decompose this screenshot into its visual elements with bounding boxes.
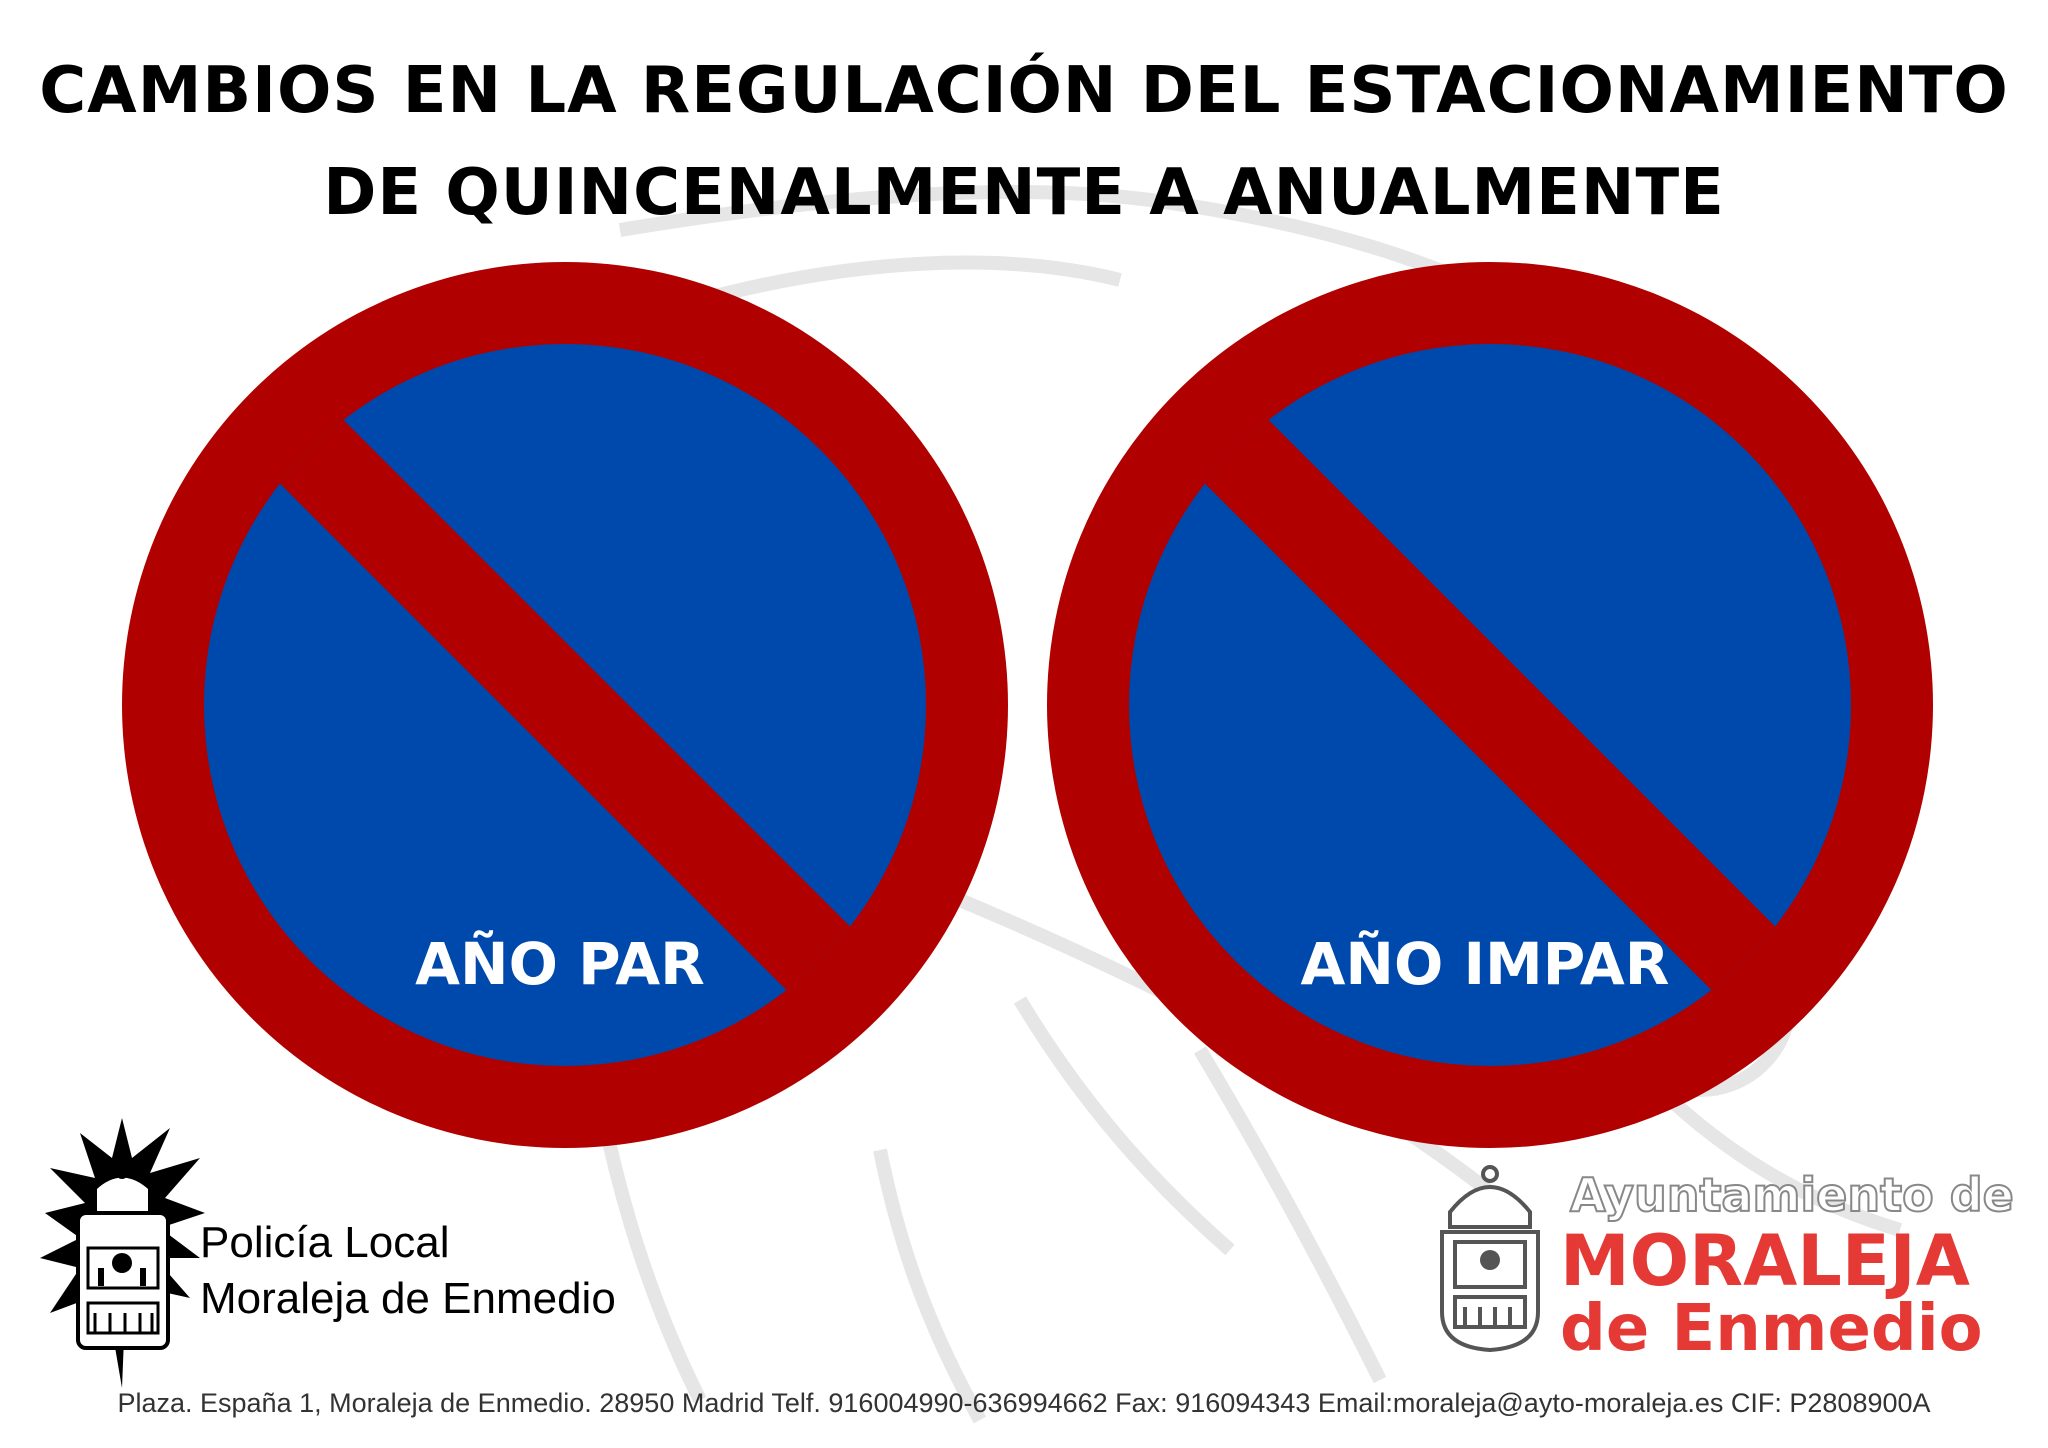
police-local-text: Policía Local Moraleja de Enmedio	[200, 1215, 616, 1327]
police-line-2: Moraleja de Enmedio	[200, 1274, 616, 1323]
sign-label-odd-year: AÑO IMPAR	[1300, 930, 1670, 998]
police-line-1: Policía Local	[200, 1218, 450, 1267]
ayuntamiento-label: Ayuntamiento de	[1569, 1167, 2015, 1223]
page-title: CAMBIOS EN LA REGULACIÓN DEL ESTACIONAMI…	[0, 40, 2048, 244]
municipality-name-line-2: de Enmedio	[1560, 1292, 1983, 1366]
title-line-1: CAMBIOS EN LA REGULACIÓN DEL ESTACIONAMI…	[39, 54, 2009, 128]
police-badge-logo	[40, 1118, 205, 1388]
municipality-name: MORALEJA de Enmedio	[1560, 1225, 1983, 1361]
no-parking-sign-even-year	[115, 250, 1015, 1160]
municipality-name-line-1: MORALEJA	[1560, 1220, 1970, 1302]
title-line-2: DE QUINCENALMENTE A ANUALMENTE	[323, 156, 1725, 230]
no-parking-sign-odd-year	[1035, 250, 1935, 1160]
sign-label-even-year: AÑO PAR	[415, 930, 705, 998]
town-crest-logo	[1440, 1165, 1540, 1352]
footer-contact-info: Plaza. España 1, Moraleja de Enmedio. 28…	[117, 1388, 1931, 1418]
